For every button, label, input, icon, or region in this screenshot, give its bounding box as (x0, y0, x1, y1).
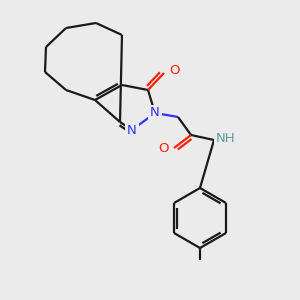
Text: O: O (158, 142, 169, 154)
Text: N: N (127, 124, 137, 136)
Text: NH: NH (216, 133, 236, 146)
Text: N: N (150, 106, 160, 119)
Text: O: O (169, 64, 179, 77)
